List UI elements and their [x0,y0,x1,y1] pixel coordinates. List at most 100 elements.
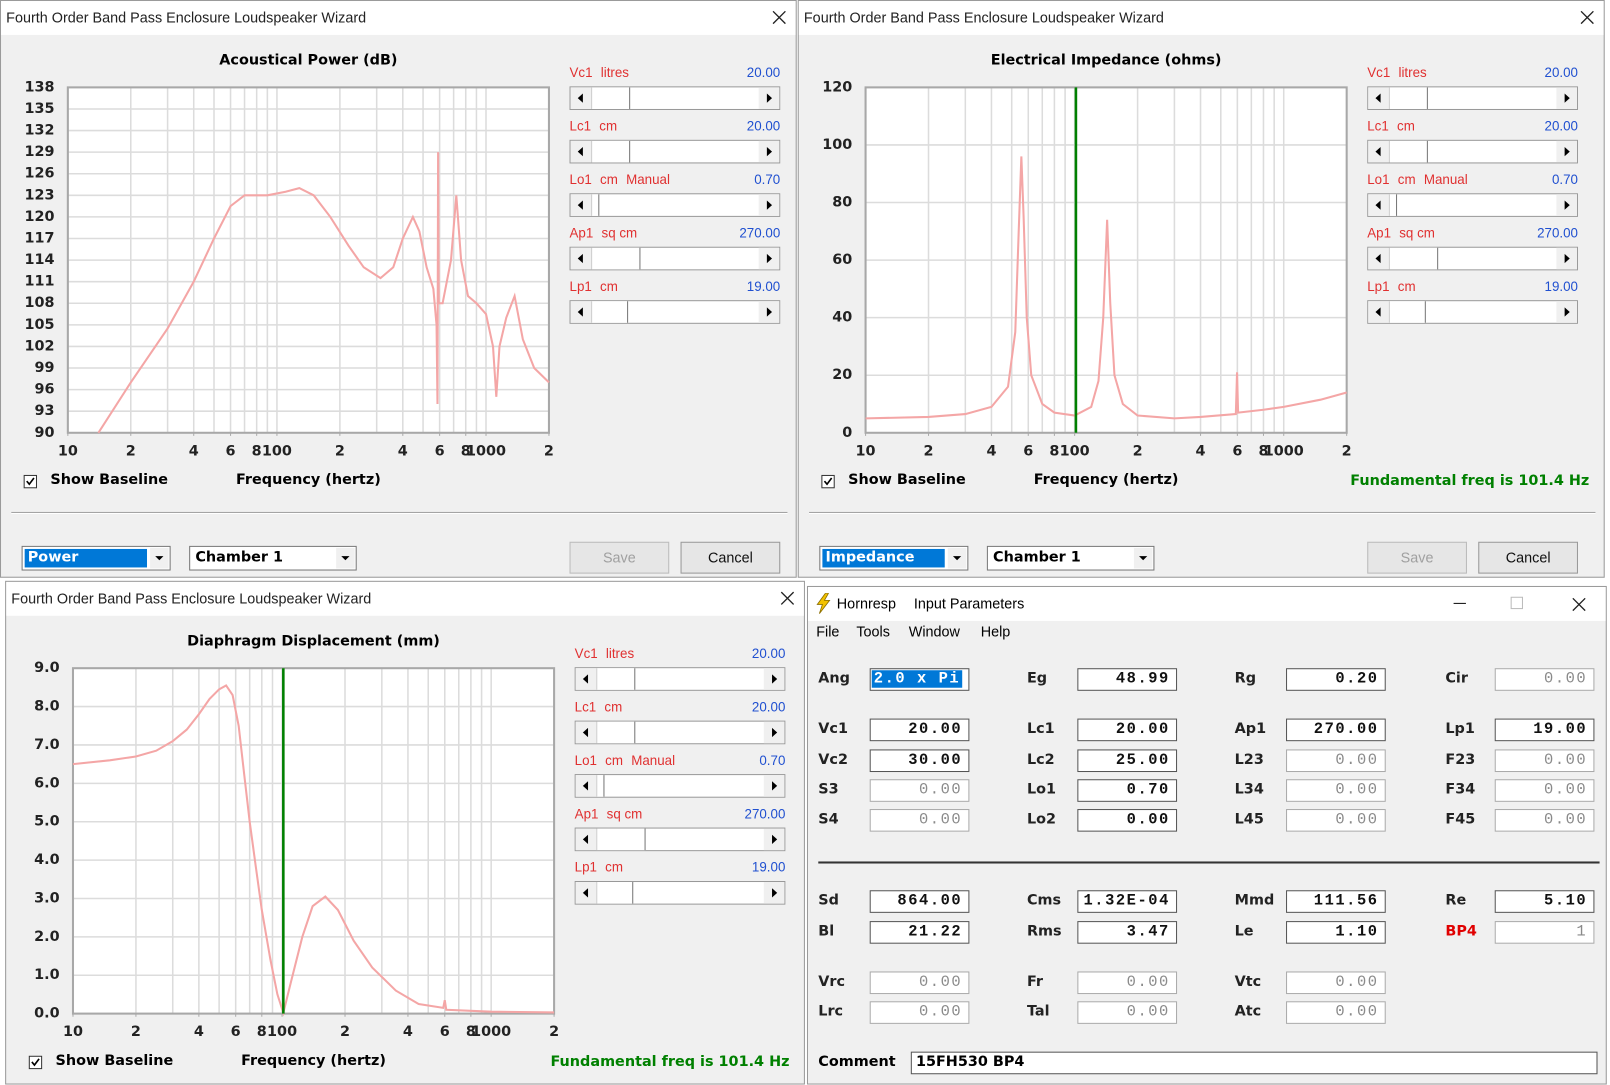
slider[interactable] [1367,86,1578,110]
slider-arrow[interactable] [575,882,597,904]
slider-arrow[interactable] [570,301,592,323]
field-input[interactable]: 0.00 [869,1001,970,1024]
slider-arrow[interactable] [1556,87,1577,109]
field-input[interactable]: 0.70 [1077,779,1178,802]
comment-input[interactable]: 15FH530 BP4 [910,1051,1598,1075]
slider[interactable] [569,300,781,324]
field-input[interactable]: 0.00 [1494,749,1595,773]
field-input[interactable]: 25.00 [1077,749,1178,773]
field-input[interactable]: 0.00 [869,779,970,802]
slider-arrow[interactable] [575,668,597,690]
field-input[interactable]: 0.00 [1077,971,1178,995]
slider-arrow[interactable] [1556,194,1577,216]
save-button[interactable]: Save [1367,541,1467,574]
slider-arrow[interactable] [758,140,780,163]
slider-thumb[interactable] [591,140,631,163]
slider-arrow[interactable] [758,301,780,323]
slider[interactable] [569,193,781,217]
slider-thumb[interactable] [1388,301,1426,323]
slider[interactable] [574,880,786,905]
slider-arrow[interactable] [575,775,597,797]
slider[interactable] [1367,300,1578,324]
close-button[interactable] [779,590,795,606]
field-input[interactable]: 0.00 [1286,779,1386,802]
slider-thumb[interactable] [591,247,641,270]
slider-thumb[interactable] [596,721,636,744]
slider-thumb[interactable] [596,828,646,851]
field-input[interactable]: 864.00 [869,890,970,913]
field-input[interactable]: 0.00 [1077,809,1178,832]
dropdown[interactable]: Chamber 1 [189,545,357,571]
field-input[interactable]: 2.0 x Pi [869,668,970,691]
field-input[interactable]: 0.00 [1077,1001,1178,1024]
field-input[interactable]: 270.00 [1286,718,1386,742]
slider-arrow[interactable] [1368,301,1389,323]
slider-thumb[interactable] [1388,247,1439,270]
slider[interactable] [574,827,786,852]
slider-arrow[interactable] [763,721,785,744]
slider-thumb[interactable] [596,882,634,904]
field-input[interactable]: 0.00 [1286,749,1386,773]
slider[interactable] [569,86,781,110]
field-input[interactable]: 0.00 [869,971,970,995]
field-input[interactable]: 1.10 [1286,921,1386,944]
slider[interactable] [569,246,781,271]
cancel-button[interactable]: Cancel [1478,541,1578,574]
menu-item[interactable]: File [816,622,840,640]
field-input[interactable]: 5.10 [1494,890,1595,913]
slider[interactable] [569,139,781,164]
close-button[interactable] [1579,9,1595,25]
slider-arrow[interactable] [763,775,785,797]
slider-arrow[interactable] [570,194,592,216]
slider-thumb[interactable] [1388,140,1428,163]
save-button[interactable]: Save [569,541,670,574]
checkbox[interactable] [28,1055,43,1070]
slider-arrow[interactable] [1556,247,1577,270]
menu-item[interactable]: Window [908,622,960,640]
field-input[interactable]: 19.00 [1494,718,1595,742]
slider-arrow[interactable] [570,87,592,109]
close-button[interactable] [1571,596,1587,612]
dropdown[interactable]: Power [21,545,171,571]
slider-thumb[interactable] [596,775,605,797]
menu-item[interactable]: Tools [856,622,890,640]
slider-thumb[interactable] [596,668,636,690]
slider-thumb[interactable] [1388,87,1428,109]
field-input[interactable]: 48.99 [1077,668,1178,691]
field-input[interactable]: 0.20 [1286,668,1386,691]
field-input[interactable]: 0.00 [1494,779,1595,802]
slider[interactable] [1367,193,1578,217]
field-input[interactable]: 20.00 [1077,718,1178,742]
field-input[interactable]: 0.00 [1286,809,1386,832]
slider-arrow[interactable] [763,668,785,690]
slider-arrow[interactable] [1368,194,1389,216]
field-input[interactable]: 111.56 [1286,890,1386,913]
slider-arrow[interactable] [575,721,597,744]
slider-arrow[interactable] [1368,140,1389,163]
field-input[interactable]: 20.00 [869,718,970,742]
checkbox[interactable] [821,474,835,489]
slider[interactable] [574,667,786,691]
slider-arrow[interactable] [570,247,592,270]
field-input[interactable]: 3.47 [1077,921,1178,944]
field-input[interactable]: 0.00 [869,809,970,832]
slider-arrow[interactable] [1556,140,1577,163]
field-input[interactable]: 0.00 [1286,971,1386,995]
slider-thumb[interactable] [591,301,629,323]
field-input[interactable]: 1.32E-04 [1077,890,1178,913]
slider-arrow[interactable] [758,87,780,109]
slider-thumb[interactable] [1388,194,1398,216]
slider[interactable] [1367,139,1578,164]
field-input[interactable]: 1 [1494,921,1595,944]
field-input[interactable]: 30.00 [869,749,970,773]
slider[interactable] [574,720,786,745]
slider-arrow[interactable] [570,140,592,163]
slider-arrow[interactable] [575,828,597,851]
slider-arrow[interactable] [1556,301,1577,323]
slider[interactable] [1367,246,1578,271]
menu-item[interactable]: Help [980,622,1011,640]
slider-arrow[interactable] [1368,87,1389,109]
dropdown[interactable]: Chamber 1 [986,545,1155,571]
field-input[interactable]: 0.00 [1494,668,1595,691]
slider-arrow[interactable] [758,247,780,270]
